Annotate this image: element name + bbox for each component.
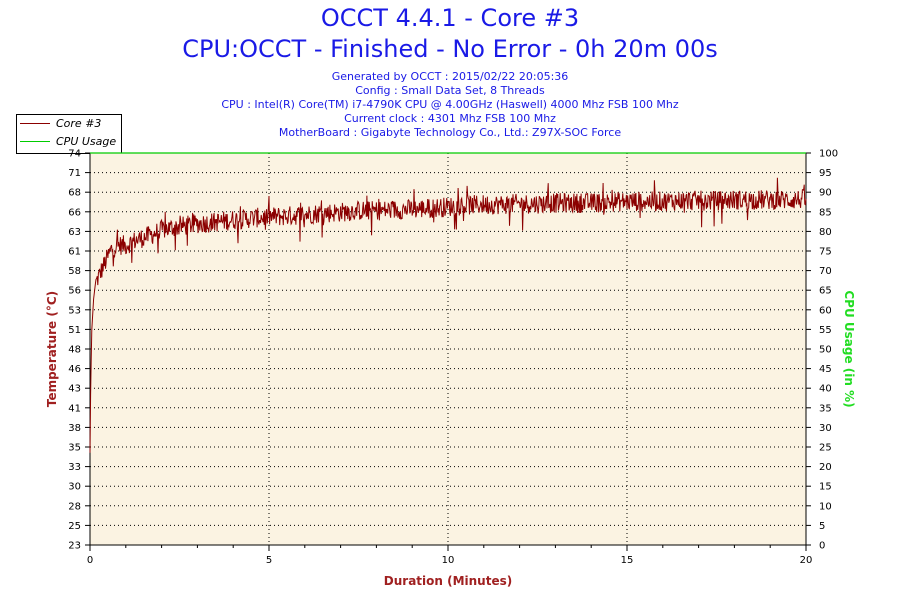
y-tick-label: 58 — [68, 266, 81, 277]
y2-tick-label: 45 — [819, 364, 832, 375]
info-cpu: CPU : Intel(R) Core(TM) i7-4790K CPU @ 4… — [221, 98, 679, 111]
y2-tick-label: 50 — [819, 345, 832, 356]
y-tick-label: 63 — [68, 227, 81, 238]
info-motherboard: MotherBoard : Gigabyte Technology Co., L… — [278, 126, 622, 139]
legend: Core #3 CPU Usage — [16, 114, 122, 154]
y2-tick-label: 95 — [819, 168, 832, 179]
y2-tick-label: 30 — [819, 423, 832, 434]
y2-tick-label: 60 — [819, 305, 832, 316]
y-axis-label: Temperature (°C) — [45, 291, 59, 407]
legend-swatch-cpu-usage — [20, 141, 50, 142]
chart-subtitle: CPU:OCCT - Finished - No Error - 0h 20m … — [182, 35, 718, 63]
y2-tick-label: 5 — [819, 521, 825, 532]
y-tick-label: 61 — [68, 247, 81, 258]
y-tick-label: 71 — [68, 168, 81, 179]
info-generated: Generated by OCCT : 2015/02/22 20:05:36 — [331, 70, 569, 83]
x-tick-label: 5 — [266, 555, 272, 566]
y-tick-label: 23 — [68, 541, 81, 552]
series-core3-line — [89, 177, 807, 453]
x-tick-label: 15 — [621, 555, 634, 566]
y-tick-label: 33 — [68, 462, 81, 473]
y2-axis-label: CPU Usage (in %) — [842, 290, 856, 407]
y-tick-label: 28 — [68, 501, 81, 512]
y2-tick-label: 55 — [819, 325, 832, 336]
info-config: Config : Small Data Set, 8 Threads — [355, 84, 545, 97]
y-tick-label: 30 — [68, 482, 81, 493]
y-tick-label: 25 — [68, 521, 81, 532]
y-tick-label: 74 — [68, 149, 81, 160]
y2-tick-label: 10 — [819, 501, 832, 512]
y2-tick-label: 85 — [819, 207, 832, 218]
y2-tick-label: 35 — [819, 403, 832, 414]
y2-tick-label: 70 — [819, 266, 832, 277]
legend-swatch-core3 — [20, 123, 50, 124]
legend-label-core3: Core #3 — [56, 117, 102, 130]
y-tick-label: 56 — [68, 286, 81, 297]
y2-tick-label: 20 — [819, 462, 832, 473]
y2-tick-label: 75 — [819, 247, 832, 258]
y2-tick-label: 65 — [819, 286, 832, 297]
x-tick-label: 0 — [87, 555, 93, 566]
legend-item-cpu-usage: CPU Usage — [17, 133, 121, 151]
x-axis-label: Duration (Minutes) — [384, 574, 512, 588]
y2-tick-label: 25 — [819, 443, 832, 454]
y2-tick-label: 40 — [819, 384, 832, 395]
y2-tick-label: 0 — [819, 541, 825, 552]
y-tick-label: 68 — [68, 188, 81, 199]
y2-tick-label: 80 — [819, 227, 832, 238]
legend-item-core3: Core #3 — [17, 115, 121, 133]
y-tick-label: 48 — [68, 345, 81, 356]
y-tick-label: 43 — [68, 384, 81, 395]
y-tick-label: 53 — [68, 305, 81, 316]
y2-tick-label: 15 — [819, 482, 832, 493]
chart-title: OCCT 4.4.1 - Core #3 — [320, 4, 580, 32]
x-tick-label: 10 — [442, 555, 455, 566]
info-clock: Current clock : 4301 Mhz FSB 100 Mhz — [344, 112, 556, 125]
y-tick-label: 35 — [68, 443, 81, 454]
y-tick-label: 51 — [68, 325, 81, 336]
y-tick-label: 46 — [68, 364, 81, 375]
y-tick-label: 38 — [68, 423, 81, 434]
y-tick-label: 41 — [68, 403, 81, 414]
y-tick-label: 66 — [68, 207, 81, 218]
y2-tick-label: 90 — [819, 188, 832, 199]
y2-tick-label: 100 — [819, 149, 838, 160]
x-tick-label: 20 — [800, 555, 813, 566]
legend-label-cpu-usage: CPU Usage — [56, 135, 117, 148]
